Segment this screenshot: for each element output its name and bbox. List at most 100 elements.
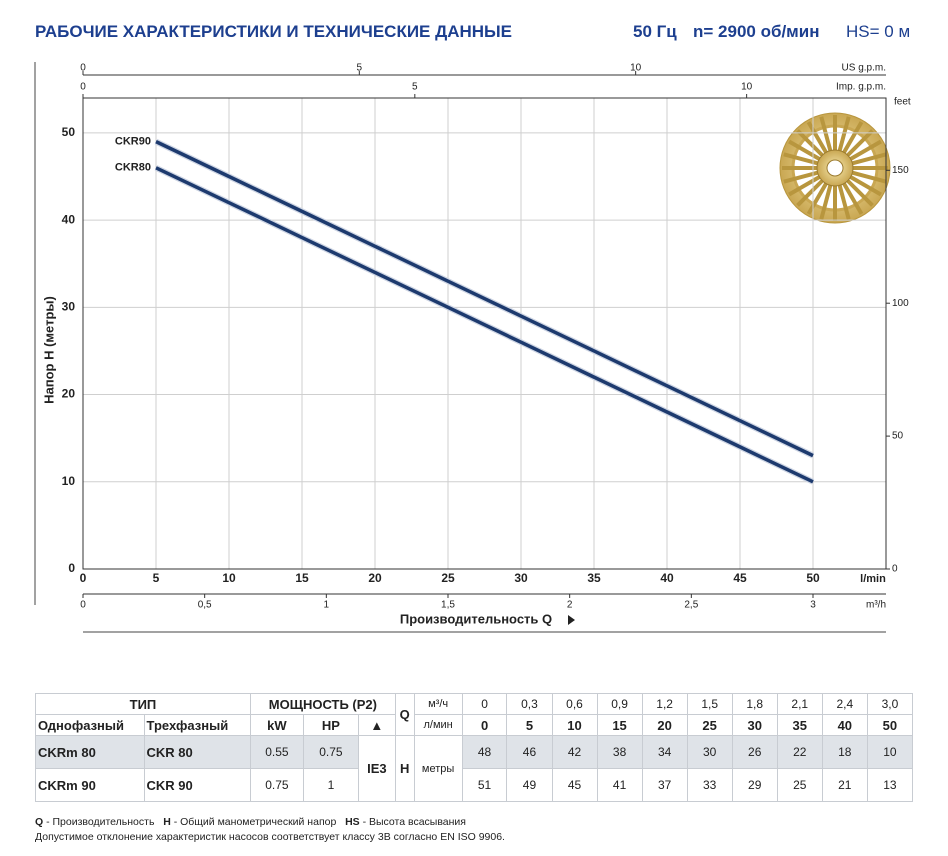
x-unit-label: l/min: [860, 573, 886, 585]
table-cell: 37: [641, 768, 688, 802]
x-tick-label: 15: [295, 571, 309, 585]
table-cell: Однофазный: [35, 714, 145, 736]
plot-frame: [82, 97, 887, 570]
impeller-spoke: [851, 152, 887, 166]
table-cell: 10: [866, 735, 914, 769]
y-tick-label: 50: [62, 125, 76, 139]
table-cell: 42: [551, 735, 598, 769]
table-cell: CKR 80: [143, 735, 251, 769]
table-cell: 18: [821, 735, 868, 769]
series-line: [155, 140, 814, 458]
table-cell: 29: [731, 768, 778, 802]
series-label: CKR90: [115, 136, 151, 148]
title: РАБОЧИЕ ХАРАКТЕРИСТИКИ И ТЕХНИЧЕСКИЕ ДАН…: [35, 22, 513, 41]
table-cell: 1,8: [731, 693, 778, 715]
table-cell: ТИП: [35, 693, 251, 715]
impeller-spoke: [837, 116, 851, 152]
note-key: Q: [35, 816, 44, 828]
chart: Напор H (метры) Производительность Q 0 5 1…: [34, 62, 911, 633]
bottom2-tick-label: 0,5: [198, 600, 212, 611]
table-cell: 49: [506, 768, 553, 802]
table-cell: 46: [506, 735, 553, 769]
series-line: [155, 166, 814, 484]
impeller-spoke: [846, 179, 874, 207]
note-text: - Общий манометрический напор: [173, 816, 337, 828]
note-key: HS: [345, 816, 360, 828]
table-cell: 38: [596, 735, 643, 769]
table-cell: 0.75: [302, 735, 359, 769]
impeller-eye: [826, 159, 844, 177]
impeller-spoke: [796, 129, 824, 157]
table-cell: kW: [249, 714, 304, 736]
arrow-icon: [568, 615, 575, 625]
x-axis-label: Производительность Q: [400, 611, 552, 626]
y2-tick-label: 0: [892, 564, 898, 575]
y-tick-label: 20: [62, 387, 76, 401]
top-tick-label: 5: [357, 63, 363, 74]
note-text: - Производительность: [46, 816, 155, 828]
impeller-spoke: [837, 184, 851, 220]
x-tick-label: 10: [222, 571, 236, 585]
top-tick-label: 5: [412, 82, 418, 93]
impeller-spoke: [849, 139, 882, 161]
top-tick-label: 0: [80, 82, 86, 93]
table-cell: 0.75: [249, 768, 304, 802]
table-cell: 22: [776, 735, 823, 769]
impeller-spoke: [842, 121, 864, 154]
y2-tick-label: 50: [892, 431, 904, 442]
x-tick-label: 50: [806, 571, 820, 585]
table-cell: 10: [551, 714, 598, 736]
table-cell: CKRm 80: [35, 735, 145, 769]
y-tick-label: 30: [62, 300, 76, 314]
table-cell: 33: [686, 768, 733, 802]
impeller-spoke: [819, 116, 833, 152]
table-cell: 5: [506, 714, 553, 736]
table-cell: IE3: [357, 735, 396, 802]
table-cell: 34: [641, 735, 688, 769]
impeller-spoke: [851, 170, 887, 184]
notes: Q - Производительность H - Общий маномет…: [35, 815, 505, 845]
table-cell: МОЩНОСТЬ (P2): [249, 693, 396, 715]
table-cell: 1,2: [641, 693, 688, 715]
top-tick-label: 10: [630, 63, 642, 74]
x-tick-label: 20: [368, 571, 382, 585]
y2-axis-label: feet: [894, 97, 911, 108]
table-cell: 0: [461, 714, 508, 736]
impeller-spoke: [806, 121, 828, 154]
impeller-spoke: [842, 182, 864, 215]
table-cell: 51: [461, 768, 508, 802]
table-cell: 0,3: [506, 693, 553, 715]
table-cell: 0: [461, 693, 508, 715]
table-cell: 2,1: [776, 693, 823, 715]
table-cell: 30: [731, 714, 778, 736]
table-cell: Трехфазный: [143, 714, 251, 736]
note-key: H: [163, 816, 171, 828]
table-cell: 50: [866, 714, 914, 736]
table-cell: л/мин: [413, 714, 463, 736]
table-cell: 25: [776, 768, 823, 802]
y-axis-label: Напор H (метры): [41, 296, 56, 404]
table-cell: 0.55: [249, 735, 304, 769]
table-cell: 35: [776, 714, 823, 736]
impeller-spoke: [783, 170, 819, 184]
bottom2-tick-label: 0: [80, 600, 86, 611]
impeller-spoke: [796, 179, 824, 207]
table-cell: 0,6: [551, 693, 598, 715]
table-cell: 48: [461, 735, 508, 769]
y2-tick-label: 150: [892, 165, 909, 176]
bottom2-tick-label: 1: [324, 600, 330, 611]
y-tick-label: 0: [68, 561, 75, 575]
table-cell: 13: [866, 768, 914, 802]
impeller-spoke: [783, 152, 819, 166]
x-tick-label: 25: [441, 571, 455, 585]
impeller-spoke: [806, 182, 828, 215]
bottom2-axis-label: m³/h: [866, 600, 886, 611]
series-label: CKR80: [115, 162, 151, 174]
x-tick-label: 35: [587, 571, 601, 585]
bottom2-tick-label: 1,5: [441, 600, 455, 611]
table-cell: 2,4: [821, 693, 868, 715]
